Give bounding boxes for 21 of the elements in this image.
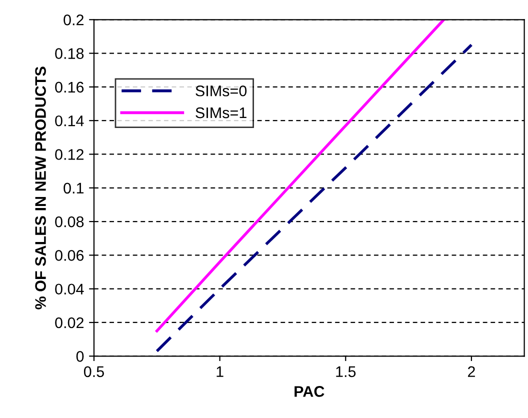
y-tick-label: 0.12 [55, 149, 84, 160]
line-series [156, 43, 473, 352]
x-tick-label: 1.5 [336, 366, 356, 378]
y-tick-label: 0.02 [55, 317, 84, 328]
x-tick-label: 1 [216, 366, 224, 377]
x-axis-title: PAC [294, 386, 324, 397]
y-axis-title: % OF SALES IN NEW PRODUCTS [35, 66, 46, 310]
y-tick-label: 0.18 [55, 48, 84, 59]
y-tick-label: 0.14 [55, 115, 84, 126]
y-tick-label: 0.1 [64, 182, 84, 194]
y-tick-label: 0.04 [55, 284, 84, 295]
y-tick-label: 0.08 [55, 216, 84, 228]
y-tick-label: 0.06 [55, 250, 84, 261]
x-tick-label: 0.5 [84, 366, 104, 378]
x-tick-label: 2 [468, 366, 475, 377]
legend-label: SIMs=1 [196, 107, 246, 118]
y-tick-label: 0.16 [55, 82, 84, 93]
line-series [156, 20, 446, 332]
legend-label: SIMs=0 [196, 85, 247, 96]
y-tick-label: 0 [76, 351, 84, 362]
y-tick-label: 0.2 [64, 14, 84, 26]
